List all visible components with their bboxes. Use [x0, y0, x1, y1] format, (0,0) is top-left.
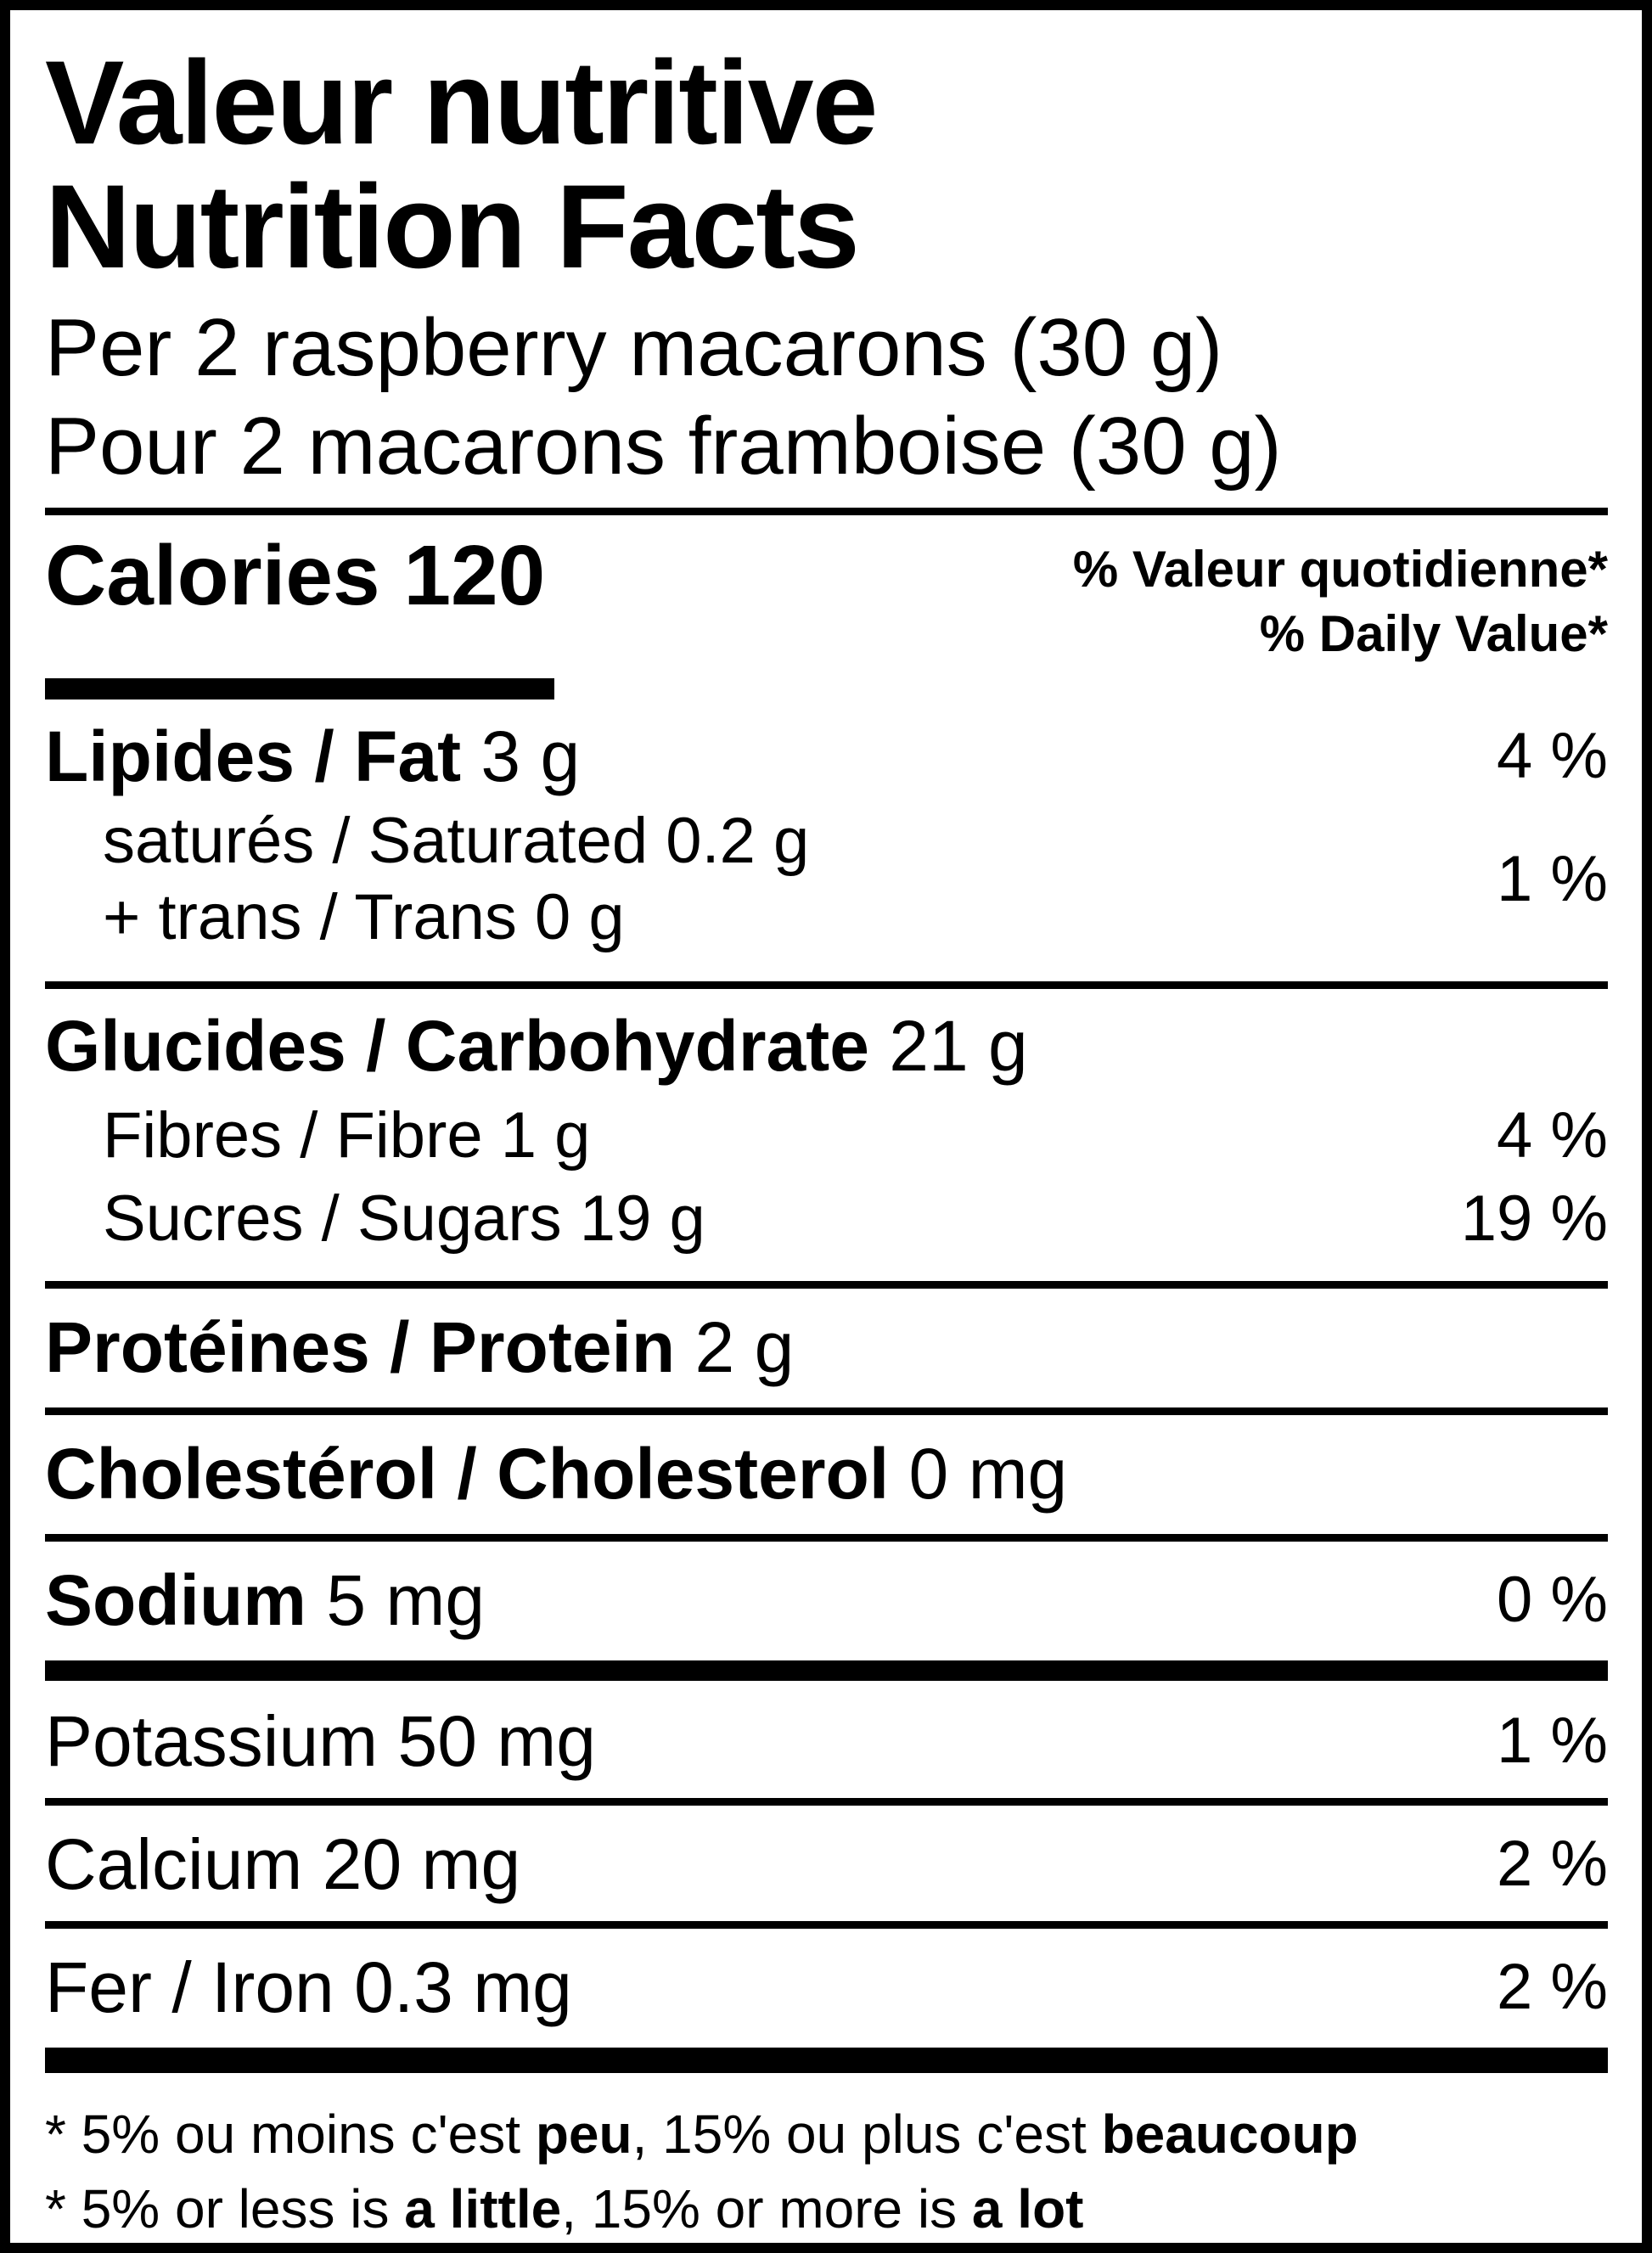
fibre-row: Fibres / Fibre 1 g 4 %: [45, 1098, 1608, 1174]
cholesterol-label: Cholestérol / Cholesterol 0 mg: [45, 1436, 1067, 1512]
footnote-en-bold-2: a lot: [971, 2178, 1084, 2239]
divider-top: [45, 508, 1608, 515]
potassium-daily-value: 1 %: [1497, 1705, 1608, 1777]
footnote-en-text-1: * 5% or less is: [45, 2178, 405, 2239]
calcium-daily-value: 2 %: [1497, 1828, 1608, 1900]
sugars-label: Sucres / Sugars 19 g: [103, 1183, 705, 1255]
fat-row: Lipides / Fat 3 g 4 %: [45, 718, 1608, 795]
sodium-daily-value: 0 %: [1497, 1564, 1608, 1636]
iron-row: Fer / Iron 0.3 mg 2 %: [45, 1949, 1608, 2025]
footnote-en-text-2: , 15% or more is: [561, 2178, 972, 2239]
footnotes: * 5% ou moins c'est peu, 15% ou plus c'e…: [45, 2097, 1608, 2243]
serving-size-english: Per 2 raspberry macarons (30 g): [45, 302, 1223, 393]
potassium-label: Potassium 50 mg: [45, 1701, 596, 1781]
sodium-row: Sodium 5 mg 0 %: [45, 1562, 1608, 1638]
sodium-label: Sodium 5 mg: [45, 1562, 485, 1638]
divider-after-protein: [45, 1407, 1608, 1415]
footnote-fr-text-2: , 15% ou plus c'est: [632, 2104, 1102, 2165]
sodium-amount: 5 mg: [326, 1560, 486, 1640]
sugars-row: Sucres / Sugars 19 g 19 %: [45, 1181, 1608, 1257]
carbohydrate-label: Glucides / Carbohydrate 21 g: [45, 1008, 1028, 1084]
fibre-label: Fibres / Fibre 1 g: [103, 1099, 591, 1171]
calories-label: Calories: [45, 528, 380, 623]
trans-fat-label: + trans / Trans 0 g: [103, 881, 625, 953]
fat-label: Lipides / Fat 3 g: [45, 718, 580, 795]
footnote-fr-bold-2: beaucoup: [1101, 2104, 1358, 2165]
saturated-fat-label: saturés / Saturated 0.2 g: [103, 805, 810, 877]
daily-value-header: % Valeur quotidienne* % Daily Value*: [1073, 529, 1608, 666]
fibre-daily-value: 4 %: [1497, 1099, 1608, 1171]
daily-value-header-english: % Daily Value*: [1259, 605, 1608, 662]
fat-amount: 3 g: [480, 716, 581, 796]
divider-after-cholesterol: [45, 1534, 1608, 1542]
calories-section: Calories 120 % Valeur quotidienne* % Dai…: [45, 529, 1608, 666]
protein-amount: 2 g: [694, 1307, 795, 1387]
calcium-label: Calcium 20 mg: [45, 1824, 521, 1904]
potassium-row: Potassium 50 mg 1 %: [45, 1703, 1608, 1779]
carbohydrate-label-bold: Glucides / Carbohydrate: [45, 1006, 869, 1086]
divider-after-calcium: [45, 1921, 1608, 1929]
title-french: Valeur nutritive: [45, 36, 878, 169]
footnote-french: * 5% ou moins c'est peu, 15% ou plus c'e…: [45, 2097, 1608, 2172]
cholesterol-row: Cholestérol / Cholesterol 0 mg: [45, 1436, 1608, 1512]
fat-daily-value: 4 %: [1497, 720, 1608, 792]
divider-after-fat: [45, 981, 1608, 989]
serving-size-french: Pour 2 macarons framboise (30 g): [45, 401, 1282, 492]
saturated-trans-daily-value: 1 %: [1497, 843, 1608, 915]
footnote-english: * 5% or less is a little, 15% or more is…: [45, 2172, 1608, 2243]
carbohydrate-amount: 21 g: [889, 1006, 1028, 1086]
fat-label-bold: Lipides / Fat: [45, 716, 462, 796]
sodium-label-bold: Sodium: [45, 1560, 306, 1640]
iron-label: Fer / Iron 0.3 mg: [45, 1947, 572, 2027]
cholesterol-amount: 0 mg: [908, 1434, 1068, 1514]
footnote-fr-text-1: * 5% ou moins c'est: [45, 2104, 536, 2165]
protein-label: Protéines / Protein 2 g: [45, 1309, 794, 1385]
iron-daily-value: 2 %: [1497, 1951, 1608, 2023]
divider-after-carbohydrate: [45, 1281, 1608, 1289]
saturated-trans-labels: saturés / Saturated 0.2 g + trans / Tran…: [45, 803, 809, 956]
protein-row: Protéines / Protein 2 g: [45, 1309, 1608, 1385]
carbohydrate-row: Glucides / Carbohydrate 21 g: [45, 1008, 1608, 1084]
sugars-daily-value: 19 %: [1460, 1183, 1608, 1255]
title-english: Nutrition Facts: [45, 160, 860, 293]
calcium-row: Calcium 20 mg 2 %: [45, 1826, 1608, 1902]
calories-value: Calories 120: [45, 529, 545, 622]
cholesterol-label-bold: Cholestérol / Cholesterol: [45, 1434, 890, 1514]
protein-label-bold: Protéines / Protein: [45, 1307, 676, 1387]
footnote-en-bold-1: a little: [404, 2178, 562, 2239]
divider-after-potassium: [45, 1798, 1608, 1806]
thick-divider-before-footnotes: [45, 2048, 1608, 2073]
daily-value-header-french: % Valeur quotidienne*: [1072, 541, 1608, 598]
calories-number: 120: [403, 528, 546, 623]
calories-underline-bar: [45, 678, 554, 699]
fat-section: Lipides / Fat 3 g 4 % saturés / Saturate…: [45, 718, 1608, 956]
thick-divider-before-minerals: [45, 1660, 1608, 1681]
footnote-fr-bold-1: peu: [535, 2104, 632, 2165]
carbohydrate-section: Glucides / Carbohydrate 21 g Fibres / Fi…: [45, 1008, 1608, 1257]
serving-info: Per 2 raspberry macarons (30 g) Pour 2 m…: [45, 299, 1608, 496]
saturated-trans-row: saturés / Saturated 0.2 g + trans / Tran…: [45, 803, 1608, 956]
